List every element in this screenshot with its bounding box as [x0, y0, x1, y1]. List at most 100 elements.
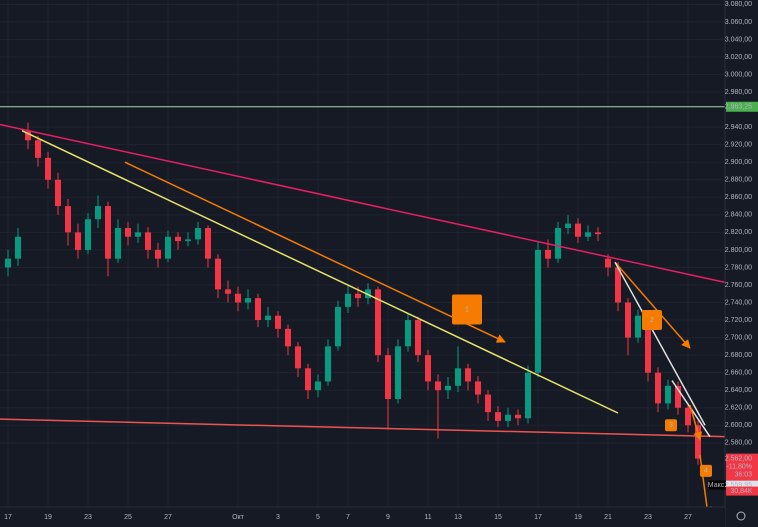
candle-body [295, 346, 301, 369]
settings-icon[interactable] [736, 511, 746, 521]
y-tick-label: 2.760,00 [725, 282, 752, 289]
last-price: 2.562,00 [725, 455, 752, 462]
candle-body [545, 249, 551, 259]
candle-body [505, 414, 511, 421]
candle-body [155, 249, 161, 259]
candle-body [585, 232, 591, 237]
candle-body [445, 385, 451, 391]
candle-body [25, 131, 31, 141]
plot [5, 122, 701, 465]
trendline [614, 261, 706, 426]
y-tick-label: 3.000,00 [725, 71, 752, 78]
candle-body [665, 385, 671, 404]
candle-body [685, 407, 691, 426]
marker-label: 1 [465, 306, 469, 313]
candle-body [675, 385, 681, 408]
x-tick-label: 27 [684, 514, 692, 521]
candle-body [205, 227, 211, 259]
y-tick-label: 2.840,00 [725, 212, 752, 219]
candle-body [255, 298, 261, 321]
volume-label-bg [726, 486, 758, 496]
candle-body [65, 206, 71, 233]
candle-body [455, 368, 461, 386]
x-tick-label: 25 [124, 514, 132, 521]
candle-body [285, 328, 291, 347]
y-tick-label: 2.920,00 [725, 142, 752, 149]
x-tick-label: 15 [494, 514, 502, 521]
y-tick-label: 2.740,00 [725, 299, 752, 306]
level-label: 2.963,25 [725, 104, 752, 111]
candle-body [55, 179, 61, 207]
candle-body [645, 315, 651, 373]
candle-body [605, 258, 611, 268]
candle-body [315, 381, 321, 391]
candle-body [695, 425, 701, 459]
x-tick-label: 3 [276, 514, 280, 521]
x-tick-label: 19 [44, 514, 52, 521]
y-tick-label: 2.880,00 [725, 177, 752, 184]
candle-body [225, 289, 231, 294]
candle-body [565, 223, 571, 228]
marker-label: 2 [650, 317, 654, 324]
volume-label: 30,84К [730, 488, 753, 495]
candle-body [265, 315, 271, 321]
x-tick-label: 17 [534, 514, 542, 521]
candle-body [125, 227, 131, 237]
trendline [689, 404, 703, 442]
y-tick-label: 2.800,00 [725, 247, 752, 254]
candle-body [615, 267, 621, 303]
candle-body [575, 223, 581, 237]
x-tick-label: Окт [232, 514, 245, 521]
y-tick-label: 2.780,00 [725, 264, 752, 271]
low-value-bg [726, 480, 758, 490]
candle-body [625, 302, 631, 338]
y-tick-label: 2.820,00 [725, 229, 752, 236]
x-tick-label: 19 [574, 514, 582, 521]
trendline [124, 161, 506, 343]
y-tick-label: 3.080,00 [725, 1, 752, 8]
x-tick-label: 9 [386, 514, 390, 521]
candle-body [105, 206, 111, 259]
y-tick-label: 2.700,00 [725, 334, 752, 341]
low-label-bg [709, 480, 726, 490]
x-tick-label: 13 [454, 514, 462, 521]
candle-body [15, 236, 21, 259]
y-tick-label: 2.980,00 [725, 89, 752, 96]
candle-body [495, 412, 501, 421]
candle-body [185, 239, 191, 242]
low-name: Макс. [708, 482, 726, 489]
candle-body [5, 258, 11, 268]
candle-body [425, 355, 431, 382]
candle-body [115, 227, 121, 259]
last-price-bg [726, 453, 758, 481]
y-tick-label: 3.020,00 [725, 54, 752, 61]
x-tick-label: 23 [84, 514, 92, 521]
price-axis [725, 0, 758, 527]
countdown: 36:03 [734, 471, 752, 478]
candle-body [405, 320, 411, 347]
trendline [614, 261, 691, 349]
candle-body [275, 315, 281, 329]
candle-body [145, 232, 151, 250]
y-tick-label: 2.940,00 [725, 124, 752, 131]
x-tick-label: 17 [4, 514, 12, 521]
trendline [21, 129, 619, 414]
x-tick-label: 27 [164, 514, 172, 521]
marker-box [642, 310, 662, 331]
candle-body [485, 394, 491, 413]
annotations: 1 2 3 4 [0, 106, 726, 516]
candle-body [135, 232, 141, 237]
candle-body [525, 372, 531, 419]
candle-body [215, 258, 221, 290]
marker-box [452, 294, 482, 325]
y-tick-label: 2.640,00 [725, 387, 752, 394]
last-change: -11,80% [726, 463, 752, 470]
candle-body [385, 355, 391, 399]
candle-body [75, 232, 81, 250]
candle-body [435, 381, 441, 391]
marker-label: 4 [704, 468, 708, 475]
candle-body [635, 315, 641, 338]
marker-box [665, 419, 677, 432]
candle-body [535, 249, 541, 373]
